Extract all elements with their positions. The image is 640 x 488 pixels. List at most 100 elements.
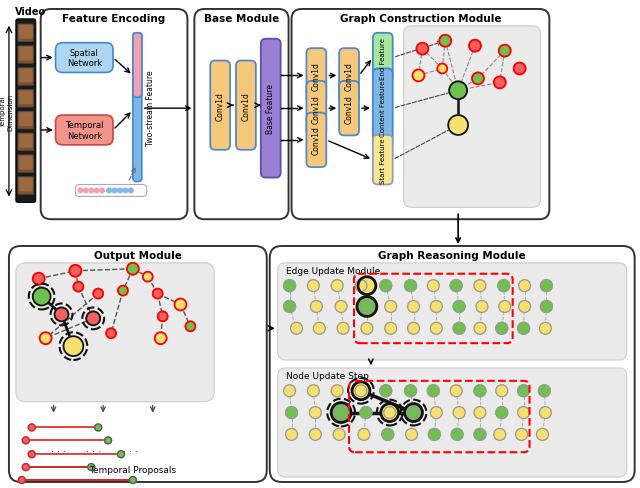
Circle shape <box>518 385 529 397</box>
Circle shape <box>499 45 511 58</box>
FancyBboxPatch shape <box>307 81 326 136</box>
Circle shape <box>153 289 163 299</box>
Circle shape <box>358 428 370 441</box>
Circle shape <box>143 272 153 282</box>
Text: Video: Video <box>15 7 46 17</box>
Circle shape <box>93 289 103 299</box>
Circle shape <box>406 428 417 441</box>
FancyBboxPatch shape <box>18 25 34 42</box>
Circle shape <box>404 385 417 397</box>
FancyBboxPatch shape <box>18 177 34 195</box>
Circle shape <box>118 451 124 458</box>
Circle shape <box>309 407 321 419</box>
FancyBboxPatch shape <box>339 49 359 103</box>
Circle shape <box>89 189 93 193</box>
FancyBboxPatch shape <box>373 136 393 185</box>
FancyBboxPatch shape <box>19 26 33 40</box>
Circle shape <box>380 280 392 292</box>
FancyBboxPatch shape <box>307 113 326 168</box>
Circle shape <box>285 407 298 419</box>
Text: Graph Construction Module: Graph Construction Module <box>340 14 501 24</box>
Circle shape <box>448 116 468 136</box>
Circle shape <box>127 264 139 275</box>
Circle shape <box>157 312 168 322</box>
Circle shape <box>408 407 419 419</box>
Circle shape <box>106 328 116 339</box>
FancyBboxPatch shape <box>307 49 326 103</box>
Circle shape <box>428 280 439 292</box>
Circle shape <box>540 323 551 335</box>
Circle shape <box>498 280 509 292</box>
Circle shape <box>74 282 83 292</box>
Text: Output Module: Output Module <box>94 250 182 261</box>
Circle shape <box>453 407 465 419</box>
Circle shape <box>449 82 467 100</box>
Circle shape <box>518 301 531 313</box>
FancyBboxPatch shape <box>18 68 34 86</box>
Circle shape <box>518 280 531 292</box>
Circle shape <box>499 301 511 313</box>
Circle shape <box>307 385 319 397</box>
Circle shape <box>332 403 351 423</box>
Circle shape <box>453 323 465 335</box>
Text: Temporal Proposals: Temporal Proposals <box>90 465 177 474</box>
Circle shape <box>430 301 442 313</box>
FancyBboxPatch shape <box>19 69 33 83</box>
Circle shape <box>428 428 440 441</box>
Circle shape <box>100 189 104 193</box>
FancyBboxPatch shape <box>292 10 549 220</box>
Text: Edge Update Module: Edge Update Module <box>285 267 380 276</box>
Circle shape <box>417 43 428 56</box>
Text: Graph Reasoning Module: Graph Reasoning Module <box>378 250 526 261</box>
FancyBboxPatch shape <box>18 156 34 173</box>
Text: Conv1d: Conv1d <box>216 92 225 121</box>
Circle shape <box>54 308 68 322</box>
Circle shape <box>40 332 52 345</box>
Circle shape <box>104 437 111 444</box>
Circle shape <box>332 385 343 397</box>
Circle shape <box>123 189 128 193</box>
FancyBboxPatch shape <box>18 46 34 64</box>
Text: Spatial
Network: Spatial Network <box>67 49 102 68</box>
Circle shape <box>518 407 529 419</box>
Circle shape <box>514 63 525 75</box>
Text: Conv1d: Conv1d <box>241 92 250 121</box>
FancyBboxPatch shape <box>9 246 267 482</box>
Circle shape <box>28 451 35 458</box>
FancyBboxPatch shape <box>19 91 33 105</box>
Text: . . .: . . . <box>51 444 66 453</box>
FancyBboxPatch shape <box>16 20 36 203</box>
Text: Conv1d: Conv1d <box>312 62 321 91</box>
Circle shape <box>437 64 447 74</box>
Circle shape <box>408 323 419 335</box>
FancyBboxPatch shape <box>195 10 289 220</box>
FancyBboxPatch shape <box>133 34 142 98</box>
Circle shape <box>451 428 463 441</box>
FancyBboxPatch shape <box>16 264 214 402</box>
FancyBboxPatch shape <box>133 34 142 182</box>
Circle shape <box>453 301 465 313</box>
FancyBboxPatch shape <box>56 43 113 73</box>
Circle shape <box>516 428 527 441</box>
Circle shape <box>360 407 372 419</box>
Circle shape <box>384 407 396 419</box>
FancyBboxPatch shape <box>278 368 627 477</box>
Circle shape <box>309 428 321 441</box>
Circle shape <box>78 189 83 193</box>
Text: Conv1d: Conv1d <box>344 95 353 123</box>
Circle shape <box>538 385 550 397</box>
FancyBboxPatch shape <box>19 178 33 192</box>
Circle shape <box>380 385 392 397</box>
Circle shape <box>22 437 29 444</box>
FancyBboxPatch shape <box>56 116 113 145</box>
Circle shape <box>382 428 394 441</box>
Circle shape <box>385 323 397 335</box>
Text: . . .: . . . <box>86 444 101 453</box>
FancyBboxPatch shape <box>19 157 33 170</box>
Circle shape <box>450 385 462 397</box>
Circle shape <box>474 323 486 335</box>
Circle shape <box>33 288 51 306</box>
Circle shape <box>284 280 296 292</box>
Circle shape <box>352 382 370 400</box>
Circle shape <box>408 301 419 313</box>
